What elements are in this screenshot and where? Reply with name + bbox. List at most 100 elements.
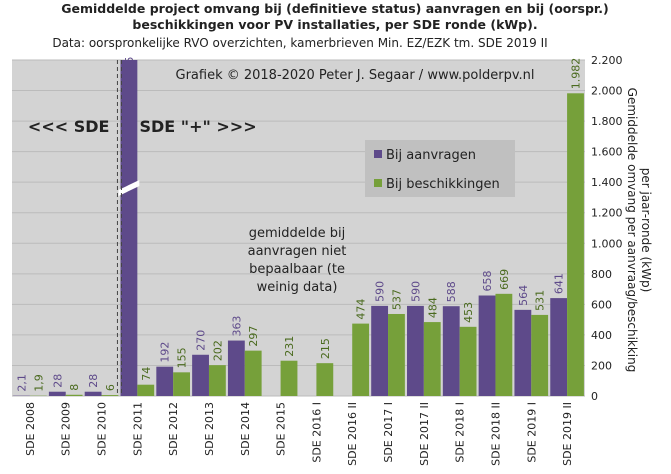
y-tick-label: 2.000: [591, 85, 623, 98]
bar: [352, 323, 370, 396]
note: bepaalbaar (te: [249, 262, 345, 277]
y-tick-label: 1.800: [591, 115, 623, 128]
x-tick-label: SDE 2012: [167, 402, 180, 456]
value-label: 531: [534, 290, 547, 311]
bar: [531, 314, 549, 396]
chart-title: Gemiddelde project omvang bij (definitie…: [61, 1, 609, 16]
value-label: 658: [481, 271, 494, 292]
value-label: 28: [51, 374, 64, 388]
x-tick-label: SDE 2013: [203, 402, 216, 456]
value-label: 1.982: [570, 58, 583, 90]
value-label: 2,1: [15, 374, 28, 392]
value-label: 231: [283, 336, 296, 357]
value-label: 537: [390, 289, 403, 310]
annotation: SDE "+" >>>: [139, 117, 256, 136]
value-label: 28: [87, 374, 100, 388]
value-label: 192: [159, 342, 172, 363]
y-tick-label: 0: [591, 390, 598, 403]
bar: [156, 366, 174, 396]
value-label: 474: [355, 299, 368, 320]
value-label: 453: [462, 302, 475, 323]
axis-break: [118, 180, 140, 196]
value-label: 1,9: [32, 374, 45, 392]
x-tick-label: SDE 2011: [131, 402, 144, 456]
bar: [227, 340, 245, 396]
value-label: 363: [230, 316, 243, 337]
bar: [280, 360, 298, 396]
chart-title: beschikkingen voor PV installaties, per …: [132, 17, 537, 32]
bar: [192, 354, 209, 396]
bar: [388, 313, 405, 396]
x-tick-label: SDE 2016 I: [310, 402, 323, 463]
value-label: 215: [319, 338, 332, 359]
bar: [244, 350, 262, 396]
legend-swatch: [374, 150, 382, 158]
bars: [13, 60, 584, 396]
x-tick-label: SDE 2018 II: [489, 402, 502, 466]
value-label: 74: [140, 367, 153, 381]
bar: [101, 395, 119, 396]
bar: [495, 293, 513, 396]
bar: [84, 391, 102, 396]
x-tick-label: SDE 2010: [96, 402, 109, 456]
subtitle: Data: oorspronkelijke RVO overzichten, k…: [52, 36, 547, 50]
bar: [48, 391, 66, 396]
note: aanvragen niet: [248, 244, 347, 259]
value-label: 270: [195, 330, 208, 351]
value-label: 590: [409, 281, 422, 302]
legend-swatch: [374, 179, 382, 187]
y-tick-label: 2.200: [591, 54, 623, 67]
x-tick-label: SDE 2017 II: [418, 402, 431, 466]
y-tick-label: 400: [591, 329, 612, 342]
value-label: 155: [176, 347, 189, 368]
note: weinig data): [257, 280, 338, 295]
bar: [120, 60, 138, 396]
note: gemiddelde bij: [249, 226, 346, 241]
value-label: 669: [498, 269, 511, 290]
bar: [442, 306, 460, 396]
y-axis-title: per jaar-ronde (kWp): [639, 168, 653, 293]
bar: [137, 384, 155, 396]
bar: [371, 305, 389, 396]
bar: [65, 394, 83, 396]
value-label: 484: [426, 297, 439, 318]
y-tick-label: 1.400: [591, 176, 623, 189]
bar: [407, 305, 424, 396]
x-tick-label: SDE 2017 I: [382, 402, 395, 463]
credit: Grafiek © 2018-2020 Peter J. Segaar / ww…: [176, 68, 535, 83]
bar: [514, 309, 532, 396]
value-label: 590: [374, 281, 387, 302]
y-axis-title: Gemiddelde omvang per aanvraag/beschikki…: [625, 88, 639, 373]
bar: [459, 326, 477, 396]
x-tick-label: SDE 2014: [239, 402, 252, 456]
y-tick-label: 800: [591, 268, 612, 281]
value-label: 297: [247, 326, 260, 347]
y-tick-label: 1.000: [591, 237, 623, 250]
value-label: 564: [517, 285, 530, 306]
value-label: 641: [553, 273, 566, 294]
y-tick-label: 1.200: [591, 207, 623, 220]
x-tick-label: SDE 2019 I: [525, 402, 538, 463]
bar: [423, 322, 441, 396]
x-tick-label: SDE 2008: [24, 402, 37, 456]
value-label: 6: [104, 384, 117, 391]
y-tick-label: 200: [591, 359, 612, 372]
value-label: 588: [445, 281, 458, 302]
x-tick-label: SDE 2018 I: [454, 402, 467, 463]
legend-label: Bij aanvragen: [386, 148, 476, 163]
value-label: 8: [68, 384, 81, 391]
value-label: 202: [211, 340, 224, 361]
x-tick-label: SDE 2016 II: [346, 402, 359, 466]
y-tick-label: 600: [591, 298, 612, 311]
x-tick-label: SDE 2015: [275, 402, 288, 456]
x-tick-label: SDE 2009: [60, 402, 73, 456]
bar: [173, 372, 190, 396]
legend-box: [365, 140, 515, 197]
annotation: <<< SDE: [28, 117, 110, 136]
bar: [316, 363, 334, 396]
legend-label: Bij beschikkingen: [386, 177, 500, 192]
y-tick-label: 1.600: [591, 146, 623, 159]
bar: [567, 93, 584, 396]
bar: [478, 295, 496, 396]
